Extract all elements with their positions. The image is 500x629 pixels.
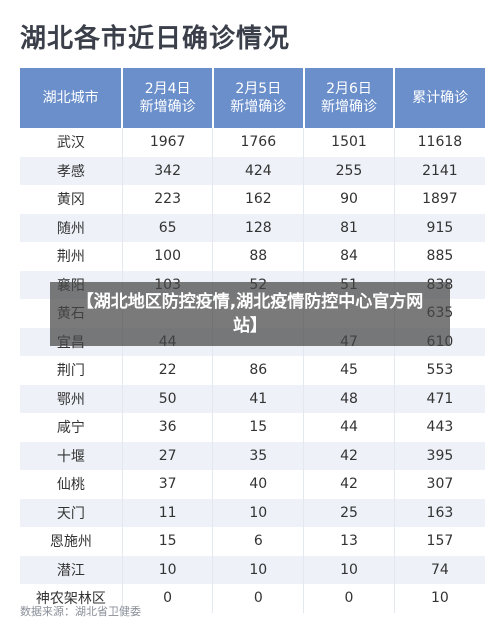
watermark-text: 【湖北地区防控疫情,湖北疫情防控中心官方网站】 [76,292,424,336]
city-name-cell: 仙桃 [20,470,123,499]
value-cell: 50 [122,384,214,413]
table-header: 湖北城市 2月4日 新增确诊 2月5日 新增确诊 2月6日 新增确诊 累计确诊 [20,68,485,128]
value-cell: 0 [122,584,214,613]
value-cell: 471 [394,384,485,413]
value-cell: 86 [212,356,305,385]
column-header: 2月4日 新增确诊 [122,68,214,128]
value-cell: 10 [394,584,485,613]
column-header: 2月6日 新增确诊 [303,68,396,128]
table-row: 鄂州 50 41 48 471 [20,384,485,413]
table-row: 武汉 1967 1766 1501 11618 [20,128,485,157]
value-cell: 157 [394,527,485,556]
value-cell: 42 [303,441,395,470]
value-cell: 1967 [122,128,214,157]
value-cell: 10 [212,555,305,584]
table-row: 荆门 22 86 45 553 [20,356,485,385]
value-cell: 10 [122,555,214,584]
table-row: 仙桃 37 40 42 307 [20,470,485,499]
value-cell: 10 [212,498,305,527]
city-name-cell: 武汉 [20,128,123,157]
value-cell: 37 [122,470,214,499]
table-row: 孝感 342 424 255 2141 [20,156,485,185]
value-cell: 885 [394,242,485,271]
value-cell: 44 [303,413,395,442]
value-cell: 443 [394,413,485,442]
city-name-cell: 潜江 [20,555,123,584]
city-name-cell: 孝感 [20,156,123,185]
value-cell: 128 [212,213,305,242]
table-body: 武汉 1967 1766 1501 11618 孝感 342 424 255 2141 黄冈 223 1… [20,128,485,613]
value-cell: 74 [394,555,485,584]
value-cell: 0 [303,584,395,613]
value-cell: 40 [212,470,305,499]
value-cell: 27 [122,441,214,470]
value-cell: 35 [212,441,305,470]
table-row: 恩施州 15 6 13 157 [20,527,485,556]
value-cell: 1501 [303,128,395,157]
value-cell: 342 [122,156,214,185]
value-cell: 48 [303,384,395,413]
value-cell: 1766 [212,128,305,157]
value-cell: 11 [122,498,214,527]
value-cell: 6 [212,527,305,556]
value-cell: 424 [212,156,305,185]
value-cell: 0 [212,584,305,613]
value-cell: 25 [303,498,395,527]
value-cell: 65 [122,213,214,242]
table-row: 天门 11 10 25 163 [20,498,485,527]
value-cell: 11618 [394,128,485,157]
value-cell: 45 [303,356,395,385]
city-name-cell: 天门 [20,498,123,527]
table-row: 黄冈 223 162 90 1897 [20,185,485,214]
city-name-cell: 十堰 [20,441,123,470]
value-cell: 41 [212,384,305,413]
value-cell: 915 [394,213,485,242]
table-row: 咸宁 36 15 44 443 [20,413,485,442]
value-cell: 22 [122,356,214,385]
table-header-row: 湖北城市 2月4日 新增确诊 2月5日 新增确诊 2月6日 新增确诊 累计确诊 [20,68,485,128]
value-cell: 255 [303,156,395,185]
page-title: 湖北各市近日确诊情况 [20,24,291,54]
value-cell: 84 [303,242,395,271]
value-cell: 36 [122,413,214,442]
value-cell: 10 [303,555,395,584]
value-cell: 163 [394,498,485,527]
city-name-cell: 恩施州 [20,527,123,556]
value-cell: 100 [122,242,214,271]
city-name-cell: 咸宁 [20,413,123,442]
table-row: 潜江 10 10 10 74 [20,555,485,584]
value-cell: 395 [394,441,485,470]
column-header: 湖北城市 [20,68,124,128]
value-cell: 307 [394,470,485,499]
value-cell: 81 [303,213,395,242]
column-header: 累计确诊 [394,68,485,128]
value-cell: 162 [212,185,305,214]
table-row: 十堰 27 35 42 395 [20,441,485,470]
value-cell: 15 [212,413,305,442]
value-cell: 553 [394,356,485,385]
value-cell: 13 [303,527,395,556]
watermark-overlay: 【湖北地区防控疫情,湖北疫情防控中心官方网站】 [50,282,450,346]
city-name-cell: 神农架林区 [20,584,123,613]
value-cell: 88 [212,242,305,271]
table-row: 随州 65 128 81 915 [20,213,485,242]
value-cell: 42 [303,470,395,499]
value-cell: 2141 [394,156,485,185]
value-cell: 223 [122,185,214,214]
city-name-cell: 荆州 [20,242,123,271]
city-name-cell: 黄冈 [20,185,123,214]
table-row: 荆州 100 88 84 885 [20,242,485,271]
data-source-note: 数据来源：湖北省卫健委 [20,605,141,618]
city-name-cell: 随州 [20,213,123,242]
city-name-cell: 荆门 [20,356,123,385]
value-cell: 15 [122,527,214,556]
column-header: 2月5日 新增确诊 [212,68,305,128]
city-name-cell: 鄂州 [20,384,123,413]
value-cell: 1897 [394,185,485,214]
value-cell: 90 [303,185,395,214]
table-row: 神农架林区 0 0 0 10 [20,584,485,613]
